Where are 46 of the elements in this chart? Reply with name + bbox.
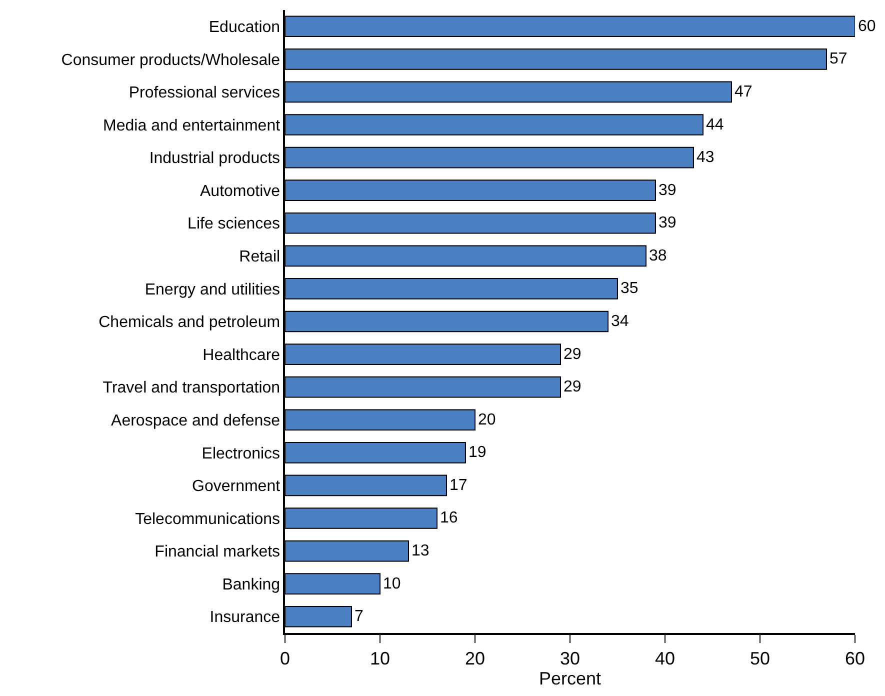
y-tick-label: Chemicals and petroleum	[98, 314, 280, 332]
y-tick-label: Energy and utilities	[144, 281, 280, 298]
y-tick-label: Insurance	[210, 609, 280, 626]
data-label: 43	[696, 149, 714, 166]
data-label: 16	[440, 510, 458, 527]
y-tick-label: Healthcare	[202, 346, 280, 364]
data-label: 39	[658, 214, 676, 232]
y-tick-label: Life sciences	[188, 216, 280, 233]
data-label: 19	[468, 444, 486, 462]
data-label: 47	[734, 83, 752, 100]
y-tick-label: Banking	[222, 576, 280, 594]
data-label: 7	[354, 608, 364, 626]
y-tick-label: Government	[192, 478, 281, 496]
x-tick-label: 20	[464, 648, 486, 668]
x-tick-label: 30	[560, 648, 580, 668]
x-tick-label: 60	[844, 648, 866, 668]
x-tick-label: 40	[654, 648, 676, 668]
data-label: 17	[450, 476, 468, 494]
data-label: 38	[649, 247, 667, 264]
x-axis-title: Percent	[538, 668, 602, 688]
data-label: 29	[564, 346, 582, 363]
y-tick-label: Professional services	[128, 84, 280, 102]
x-tick-label: 50	[750, 648, 770, 668]
y-tick-label: Industrial products	[149, 150, 280, 168]
y-tick-label: Travel and transportation	[102, 380, 280, 397]
y-tick-label: Electronics	[202, 445, 280, 462]
data-label: 20	[478, 411, 496, 428]
data-label: 60	[858, 18, 876, 35]
data-label: 29	[564, 378, 582, 396]
data-label: 34	[611, 313, 629, 330]
data-label: 13	[412, 542, 430, 560]
y-tick-label: Automotive	[200, 182, 280, 200]
y-tick-label: Retail	[239, 248, 280, 266]
data-label: 35	[620, 280, 638, 298]
data-label: 10	[383, 575, 401, 592]
x-tick-label: 0	[280, 648, 290, 668]
y-tick-label: Consumer products/Wholesale	[61, 52, 280, 69]
data-label: 39	[658, 182, 676, 199]
x-tick-label: 10	[370, 648, 390, 668]
y-tick-label: Telecommunications	[135, 510, 280, 528]
y-tick-label: Aerospace and defense	[111, 412, 280, 430]
data-label: 57	[830, 50, 848, 68]
y-tick-label: Education	[208, 18, 280, 36]
y-tick-label: Financial markets	[154, 544, 280, 561]
data-label: 44	[706, 116, 724, 134]
y-tick-label: Media and entertainment	[103, 117, 281, 134]
